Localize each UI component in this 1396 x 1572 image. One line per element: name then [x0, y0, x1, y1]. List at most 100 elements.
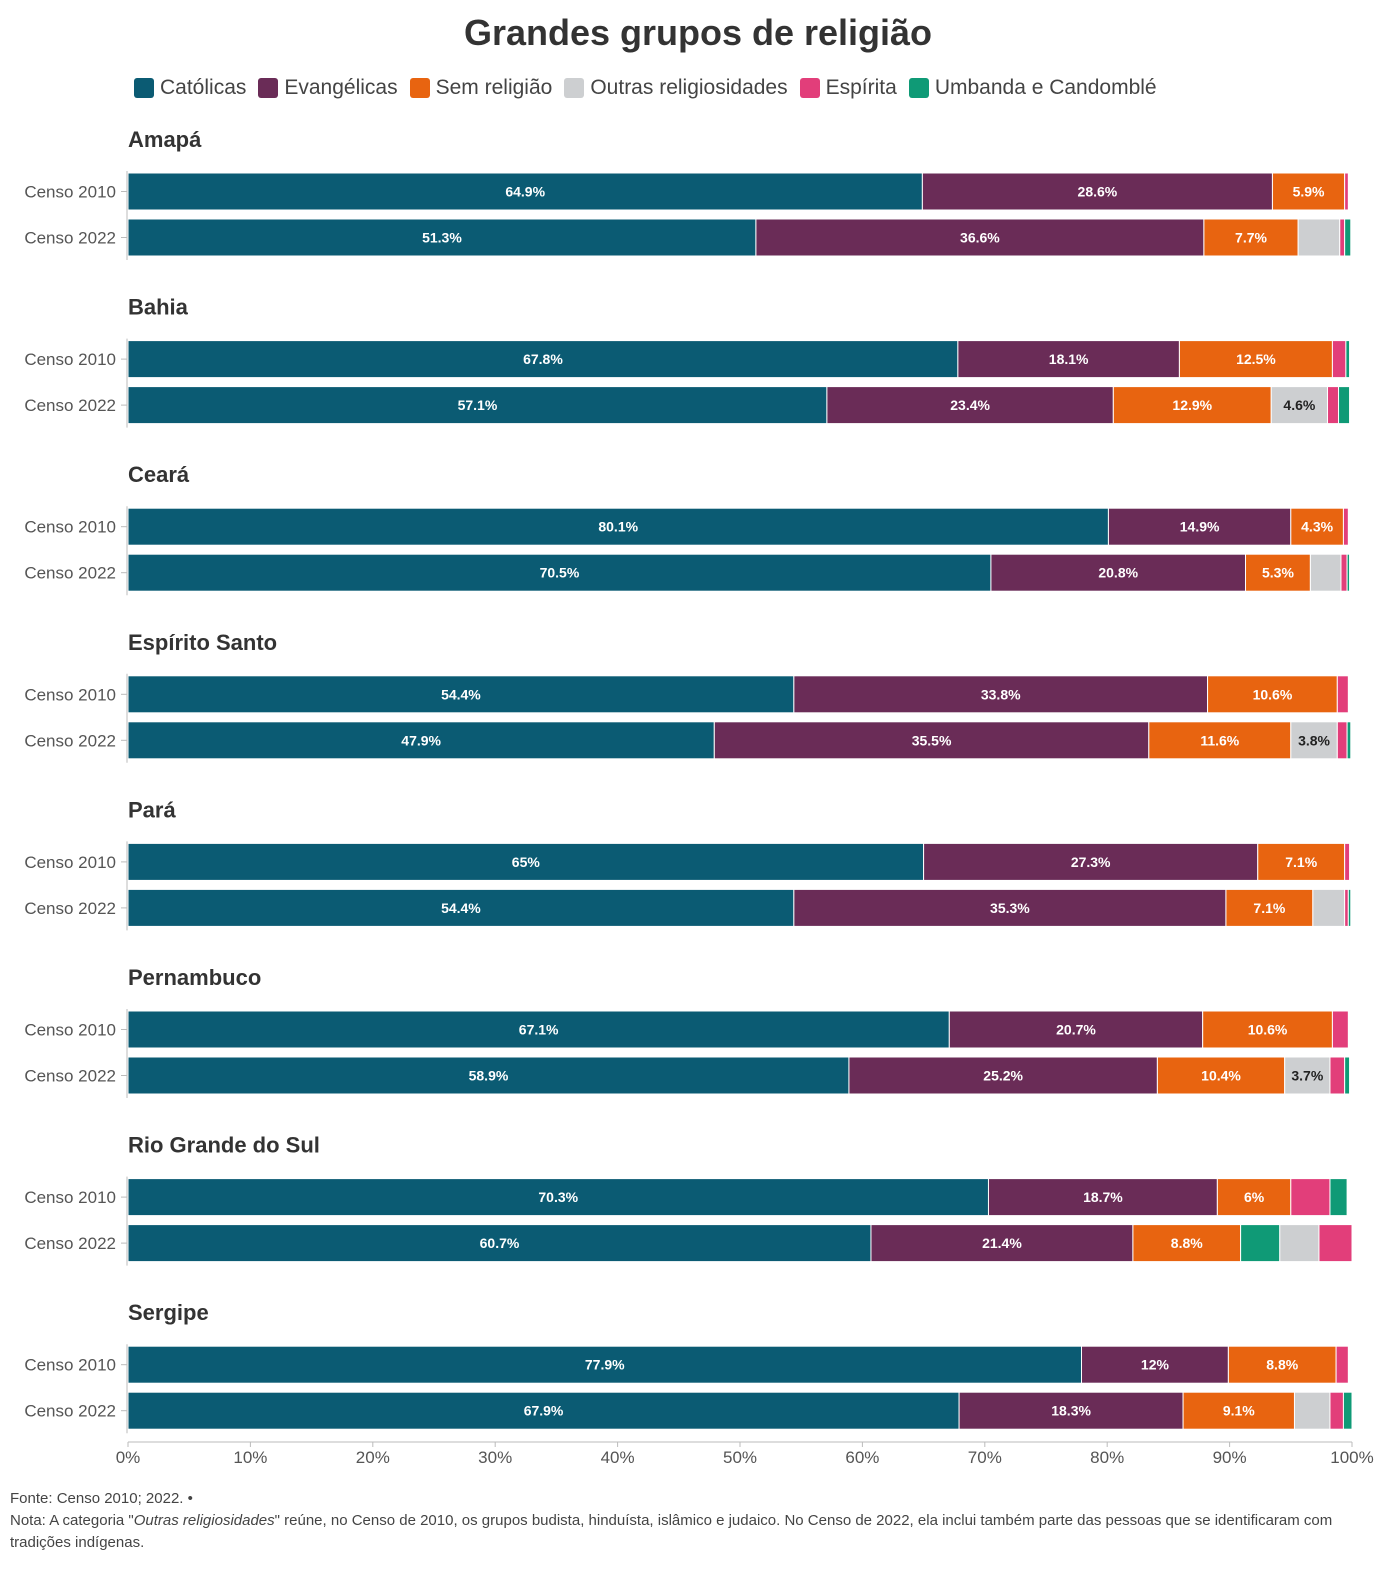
- data-label: 36.6%: [960, 230, 1000, 246]
- bar-segment-umbanda-e-candomble: [1346, 553, 1351, 592]
- data-label: 14.9%: [1180, 519, 1220, 535]
- data-label: 47.9%: [401, 732, 441, 748]
- bar-segment-evangelicas: [870, 1224, 1134, 1263]
- bar-segment-outras-religiosidades: [1279, 1224, 1320, 1263]
- bar-segment-espirita: [1327, 386, 1340, 425]
- bar-segment-espirita: [1329, 1056, 1346, 1095]
- data-label: 60.7%: [480, 1235, 520, 1251]
- legend-swatch: [799, 78, 820, 98]
- panel-title-amapa: Amapá: [128, 127, 202, 152]
- x-tick-label: 30%: [478, 1448, 512, 1467]
- bar-segment-catolicas: [127, 553, 992, 592]
- bar-segment-outras-religiosidades: [1284, 1056, 1331, 1095]
- row-label-censo-2022: Censo 2022: [24, 1067, 116, 1086]
- row-label-censo-2022: Censo 2022: [24, 229, 116, 248]
- row-label-censo-2010: Censo 2010: [24, 1188, 116, 1207]
- bar-segment-espirita: [1344, 172, 1349, 211]
- legend: Católicas Evangélicas Sem religião Outras r…: [134, 74, 1169, 102]
- data-label: 77.9%: [585, 1357, 625, 1373]
- bar-segment-espirita: [1336, 675, 1349, 714]
- data-label: 7.1%: [1285, 854, 1317, 870]
- row-label-censo-2022: Censo 2022: [24, 396, 116, 415]
- legend-swatch: [409, 78, 430, 98]
- data-label: 70.5%: [540, 565, 580, 581]
- bar-segment-umbanda-e-candomble: [1329, 1178, 1348, 1217]
- bar-segment-sem-religiao: [1132, 1224, 1242, 1263]
- row-label-censo-2022: Censo 2022: [24, 899, 116, 918]
- data-label: 35.3%: [990, 900, 1030, 916]
- bar-segment-umbanda-e-candomble: [1240, 1224, 1281, 1263]
- legend-item-sem-religiao: Sem religião: [409, 76, 552, 100]
- data-label: 4.3%: [1301, 519, 1333, 535]
- data-label: 20.8%: [1098, 565, 1138, 581]
- data-label: 12.9%: [1172, 397, 1212, 413]
- data-label: 12%: [1141, 1357, 1170, 1373]
- legend-item-evangelicas: Evangélicas: [258, 76, 398, 100]
- x-tick-label: 0%: [116, 1448, 141, 1467]
- panel-title-espirito-santo: Espírito Santo: [128, 630, 277, 655]
- legend-item-catolicas: Católicas: [134, 76, 246, 100]
- row-label-censo-2010: Censo 2010: [24, 183, 116, 202]
- bar-segment-catolicas: [127, 1056, 850, 1095]
- data-label: 18.7%: [1083, 1189, 1123, 1205]
- bar-segment-umbanda-e-candomble: [1344, 218, 1352, 257]
- legend-swatch: [908, 78, 929, 98]
- data-label: 10.6%: [1253, 686, 1293, 702]
- note-text: Nota: A categoria "Outras religiosidades…: [10, 1510, 1380, 1554]
- x-tick-label: 80%: [1090, 1448, 1124, 1467]
- bar-segment-outras-religiosidades: [1312, 888, 1346, 927]
- bar-segment-umbanda-e-candomble: [1344, 1056, 1351, 1095]
- bar-segment-evangelicas: [793, 675, 1209, 714]
- bar-segment-evangelicas: [1107, 507, 1292, 546]
- bar-segment-espirita: [1329, 1391, 1344, 1430]
- data-label: 54.4%: [441, 686, 481, 702]
- data-label: 12.5%: [1236, 351, 1276, 367]
- legend-swatch: [134, 78, 154, 98]
- legend-label: Católicas: [160, 76, 247, 99]
- data-label: 51.3%: [422, 230, 462, 246]
- data-label: 10.4%: [1201, 1068, 1241, 1084]
- bar-segment-sem-religiao: [1257, 842, 1346, 881]
- legend-swatch: [258, 78, 279, 98]
- data-label: 67.9%: [524, 1403, 564, 1419]
- data-label: 18.3%: [1051, 1403, 1091, 1419]
- bar-segment-evangelicas: [921, 172, 1273, 211]
- data-label: 20.7%: [1056, 1022, 1096, 1038]
- bar-segment-espirita: [1344, 842, 1351, 881]
- data-label: 5.3%: [1262, 565, 1294, 581]
- bar-segment-umbanda-e-candomble: [1347, 888, 1352, 927]
- row-label-censo-2022: Censo 2022: [24, 564, 116, 583]
- bar-segment-espirita: [1318, 1224, 1353, 1263]
- x-tick-label: 50%: [723, 1448, 757, 1467]
- bar-segment-catolicas: [127, 386, 828, 425]
- bar-segment-catolicas: [127, 218, 757, 257]
- legend-label: Espírita: [825, 76, 897, 99]
- x-tick-label: 70%: [968, 1448, 1002, 1467]
- bar-segment-sem-religiao: [1290, 507, 1344, 546]
- x-tick-label: 100%: [1330, 1448, 1373, 1467]
- note-emphasis: Outras religiosidades: [133, 1512, 275, 1529]
- bar-segment-evangelicas: [957, 340, 1180, 379]
- bar-segment-umbanda-e-candomble: [1342, 1391, 1353, 1430]
- bar-segment-espirita: [1344, 888, 1349, 927]
- panel-title-rio-grande-do-sul: Rio Grande do Sul: [128, 1133, 320, 1158]
- bar-segment-evangelicas: [793, 888, 1227, 927]
- row-label-censo-2010: Censo 2010: [24, 1356, 116, 1375]
- row-label-censo-2010: Censo 2010: [24, 350, 116, 369]
- bar-segment-evangelicas: [958, 1391, 1184, 1430]
- legend-item-umbanda-e-candomble: Umbanda e Candomblé: [908, 76, 1157, 100]
- footer: Fonte: Censo 2010; 2022. • Nota: A categ…: [10, 1488, 1380, 1554]
- bar-segment-catolicas: [127, 888, 795, 927]
- data-label: 3.8%: [1298, 732, 1330, 748]
- data-label: 8.8%: [1171, 1235, 1203, 1251]
- panel-title-bahia: Bahia: [128, 295, 189, 320]
- bar-segment-evangelicas: [987, 1178, 1218, 1217]
- data-label: 67.1%: [519, 1022, 559, 1038]
- data-label: 33.8%: [981, 686, 1021, 702]
- data-label: 8.8%: [1266, 1357, 1298, 1373]
- bar-segment-catolicas: [127, 507, 1109, 546]
- row-label-censo-2010: Censo 2010: [24, 853, 116, 872]
- data-label: 67.8%: [523, 351, 563, 367]
- row-label-censo-2010: Censo 2010: [24, 1021, 116, 1040]
- data-label: 10.6%: [1248, 1022, 1288, 1038]
